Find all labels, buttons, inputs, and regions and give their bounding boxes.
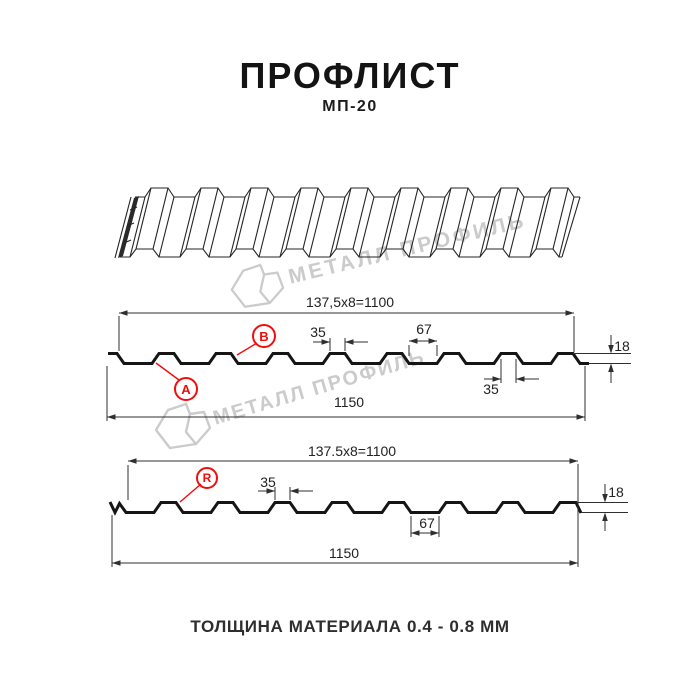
dim-height-r: 18 <box>608 484 624 500</box>
dimension-lines <box>106 310 631 567</box>
dim-full-width-r: 1150 <box>328 545 360 561</box>
material-thickness-note: ТОЛЩИНА МАТЕРИАЛА 0.4 - 0.8 ММ <box>190 617 510 636</box>
brand-logo-icon <box>154 263 285 450</box>
page-subtitle: МП-20 <box>322 98 378 115</box>
callout-arrows <box>155 342 258 503</box>
dim-full-width-ab: 1150 <box>333 394 365 410</box>
callout-a-badge: A <box>174 377 198 401</box>
dim-height-ab: 18 <box>614 338 630 354</box>
dim-rib-top-lower-ab: 35 <box>483 381 499 397</box>
dim-rib-top-r: 35 <box>260 474 276 490</box>
dim-valley-r: 67 <box>419 515 435 531</box>
dim-working-width-ab: 137,5x8=1100 <box>305 294 395 310</box>
dim-valley-ab: 67 <box>416 321 432 337</box>
dim-working-width-r: 137.5x8=1100 <box>307 443 397 459</box>
page-title: ПРОФЛИСТ <box>239 55 461 96</box>
callout-b-badge: B <box>252 324 276 348</box>
dim-rib-top-upper-ab: 35 <box>310 324 326 340</box>
sheet-3d-view <box>114 187 581 259</box>
profile-section-ab <box>108 352 589 365</box>
callout-r-badge: R <box>196 467 218 489</box>
profile-section-r <box>108 500 583 516</box>
